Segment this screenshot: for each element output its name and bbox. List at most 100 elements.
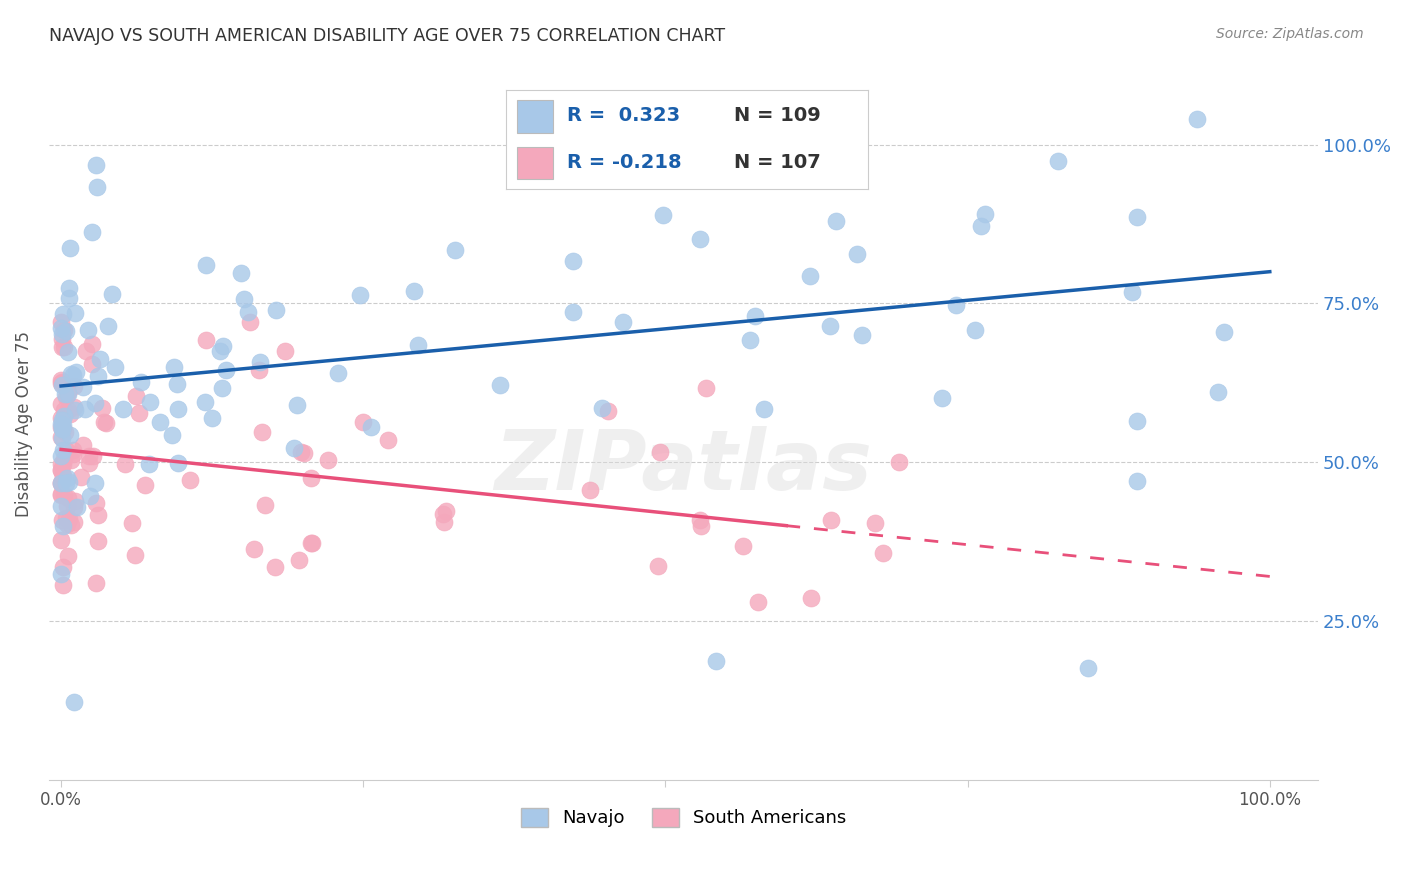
Point <box>72 380 94 394</box>
Point <box>80 225 103 239</box>
Point <box>162 428 184 442</box>
Point <box>51 321 73 335</box>
Point <box>56 471 79 485</box>
Point <box>285 398 308 412</box>
Point <box>264 302 287 317</box>
Point <box>443 243 465 257</box>
Point <box>747 595 769 609</box>
Point <box>650 445 672 459</box>
Point <box>254 498 277 512</box>
Point <box>163 360 186 375</box>
Point <box>652 208 675 222</box>
Point <box>239 316 262 330</box>
Point <box>233 293 256 307</box>
Point <box>51 533 73 547</box>
Point <box>51 417 73 431</box>
Point <box>52 560 75 574</box>
Point <box>406 338 429 352</box>
Point <box>1206 384 1229 399</box>
Point <box>86 496 108 510</box>
Point <box>112 401 135 416</box>
Point <box>51 397 73 411</box>
Point <box>166 402 188 417</box>
Point <box>52 323 75 337</box>
Point <box>49 430 72 444</box>
Point <box>212 339 235 353</box>
Point <box>824 213 846 227</box>
Point <box>52 442 75 457</box>
Point <box>965 323 987 337</box>
Point <box>49 488 72 502</box>
Point <box>49 486 72 500</box>
Point <box>52 519 75 533</box>
Point <box>73 401 96 416</box>
Point <box>63 401 86 415</box>
Point <box>114 458 136 472</box>
Point <box>58 291 80 305</box>
Point <box>1126 210 1149 224</box>
Point <box>292 446 315 460</box>
Point <box>799 591 821 605</box>
Point <box>89 352 111 367</box>
Point <box>84 576 107 591</box>
Point <box>752 402 775 417</box>
Point <box>562 304 585 318</box>
Point <box>51 476 73 491</box>
Point <box>1077 661 1099 675</box>
Legend: Navajo, South Americans: Navajo, South Americans <box>513 801 853 835</box>
Point <box>62 447 84 461</box>
Point <box>360 419 382 434</box>
Point <box>63 402 86 417</box>
Point <box>56 384 79 399</box>
Point <box>887 455 910 469</box>
Point <box>49 457 72 471</box>
Point <box>349 288 371 302</box>
Point <box>101 287 124 301</box>
Point <box>63 500 86 514</box>
Point <box>65 365 87 379</box>
Point <box>72 438 94 452</box>
Point <box>58 475 80 490</box>
Point <box>63 695 86 709</box>
Text: Source: ZipAtlas.com: Source: ZipAtlas.com <box>1216 27 1364 41</box>
Point <box>49 449 72 463</box>
Point <box>229 266 252 280</box>
Point <box>1126 414 1149 428</box>
Point <box>247 363 270 377</box>
Point <box>83 476 105 491</box>
Point <box>695 381 717 395</box>
Point <box>252 425 274 439</box>
Point <box>104 359 127 374</box>
Point <box>945 298 967 312</box>
Point <box>51 566 73 581</box>
Point <box>76 323 98 337</box>
Point <box>58 281 80 295</box>
Point <box>52 469 75 483</box>
Point <box>79 489 101 503</box>
Point <box>55 425 77 439</box>
Point <box>51 422 73 436</box>
Point <box>51 499 73 513</box>
Point <box>55 499 77 513</box>
Point <box>63 515 86 529</box>
Point <box>51 332 73 346</box>
Point <box>56 345 79 359</box>
Point <box>51 431 73 445</box>
Point <box>53 451 76 466</box>
Point <box>52 422 75 436</box>
Point <box>94 416 117 430</box>
Point <box>52 307 75 321</box>
Point <box>51 375 73 389</box>
Point <box>56 517 79 532</box>
Point <box>274 344 297 359</box>
Point <box>1046 154 1069 169</box>
Point <box>129 376 152 390</box>
Point <box>52 409 75 423</box>
Point <box>872 546 894 560</box>
Point <box>264 559 287 574</box>
Point <box>689 232 711 246</box>
Point <box>63 306 86 320</box>
Point <box>283 441 305 455</box>
Point <box>125 389 148 403</box>
Point <box>51 475 73 490</box>
